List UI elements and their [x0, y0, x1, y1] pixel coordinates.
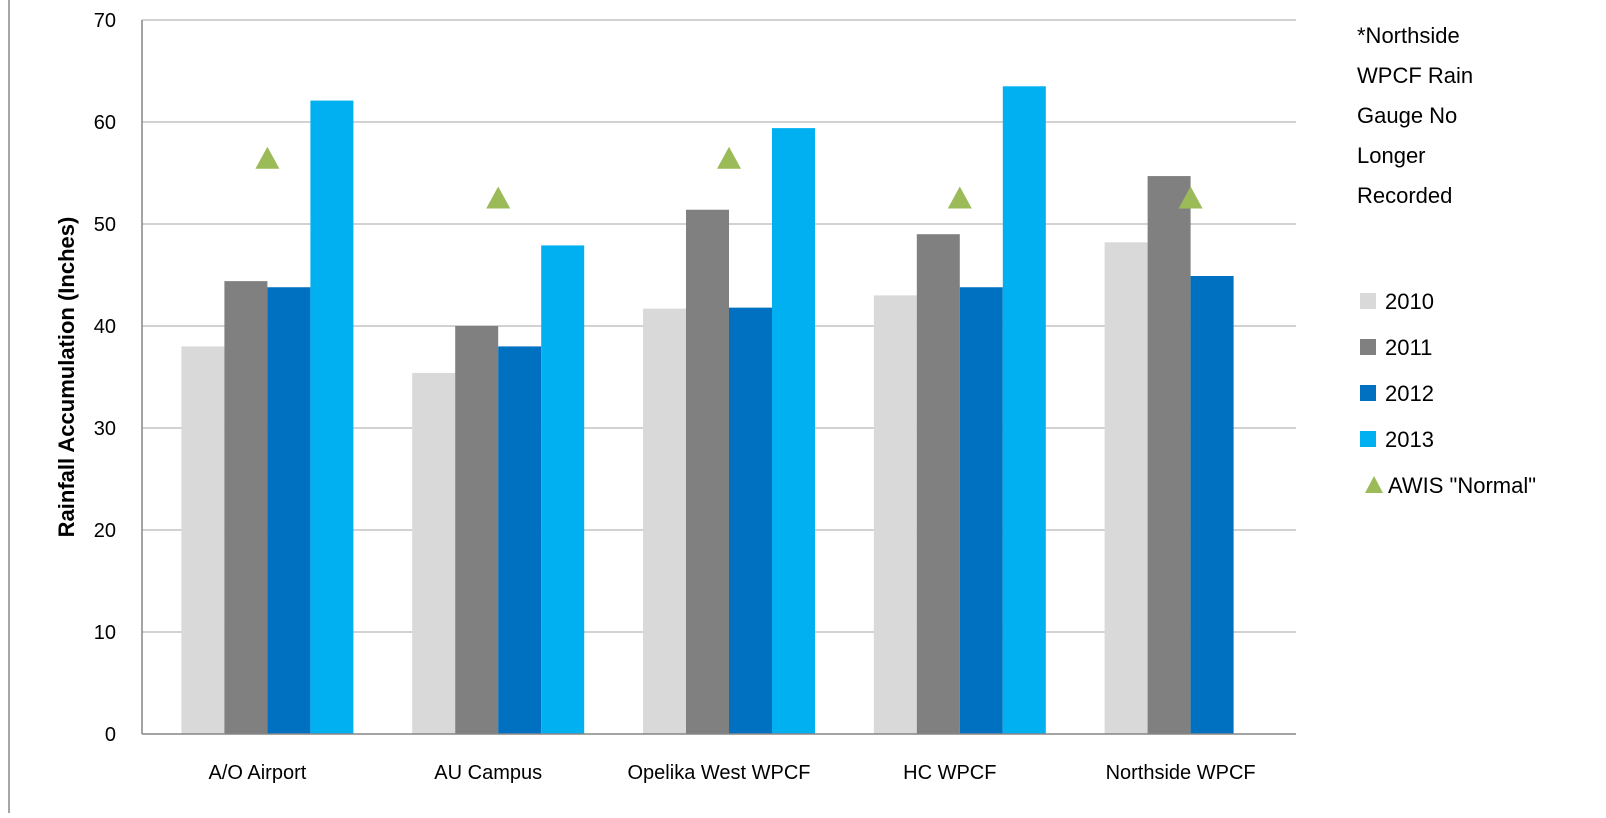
annotation-note: *Northside WPCF Rain Gauge No Longer Recorde… [1357, 23, 1473, 208]
x-tick-label: A/O Airport [208, 762, 306, 784]
bar-2011 [686, 209, 729, 735]
bar-2010 [1104, 242, 1148, 735]
y-tick-label: 70 [94, 10, 116, 32]
legend-label: 2012 [1385, 381, 1434, 406]
legend-label: 2013 [1385, 427, 1434, 452]
annotation-line: Longer [1357, 143, 1426, 168]
annotation-line: WPCF Rain [1357, 63, 1473, 88]
legend-swatch-2012 [1360, 385, 1376, 401]
axes: 0 10 20 30 40 50 60 70 A/O Airport AU Campus Opeli… [94, 10, 1296, 784]
bar-2013 [310, 100, 354, 734]
bar-2013 [541, 245, 585, 735]
legend-label: 2010 [1385, 289, 1434, 314]
normal-triangle-marker [486, 186, 511, 209]
bar-2010 [873, 295, 917, 734]
y-tick-label: 0 [105, 724, 116, 746]
y-tick-label: 30 [94, 418, 116, 440]
legend-swatch-normal [1365, 476, 1383, 493]
y-tick-label: 10 [94, 622, 116, 644]
normal-triangle-marker [255, 146, 280, 169]
bar-2012 [1190, 276, 1234, 734]
bar-2012 [959, 287, 1003, 734]
legend-swatch-2011 [1360, 339, 1376, 355]
x-tick-label: Northside WPCF [1106, 762, 1256, 784]
bars [181, 86, 1234, 735]
y-tick-label: 40 [94, 316, 116, 338]
x-tick-label: HC WPCF [903, 762, 996, 784]
bar-2012 [267, 287, 311, 734]
x-tick-label: Opelika West WPCF [628, 762, 811, 784]
frame-border [8, 0, 10, 813]
x-tick-label: AU Campus [434, 762, 542, 784]
bar-2011 [916, 234, 960, 734]
bar-2010 [412, 372, 456, 734]
bar-2013 [772, 128, 815, 734]
normal-markers [255, 146, 1203, 209]
legend: 2010 2011 2012 2013 AWIS "Normal" [1360, 289, 1536, 498]
bar-2010 [643, 308, 686, 734]
bar-2011 [224, 281, 268, 734]
bar-2010 [181, 346, 225, 734]
y-tick-label: 20 [94, 520, 116, 542]
y-tick-label: 60 [94, 112, 116, 134]
legend-swatch-2013 [1360, 431, 1376, 447]
legend-label: AWIS "Normal" [1388, 473, 1536, 498]
annotation-line: Recorded [1357, 183, 1452, 208]
normal-triangle-marker [717, 146, 741, 169]
y-axis-label: Rainfall Accumulation (Inches) [54, 217, 79, 538]
legend-swatch-2010 [1360, 293, 1376, 309]
annotation-line: *Northside [1357, 23, 1460, 48]
bar-2011 [455, 326, 499, 734]
bar-2012 [498, 346, 542, 734]
normal-triangle-marker [947, 186, 972, 209]
legend-label: 2011 [1385, 335, 1432, 360]
bar-2012 [729, 307, 772, 734]
normal-triangle-marker [1178, 186, 1203, 209]
annotation-line: Gauge No [1357, 103, 1457, 128]
y-tick-label: 50 [94, 214, 116, 236]
bar-2013 [1002, 86, 1046, 735]
bar-2011 [1147, 176, 1191, 734]
